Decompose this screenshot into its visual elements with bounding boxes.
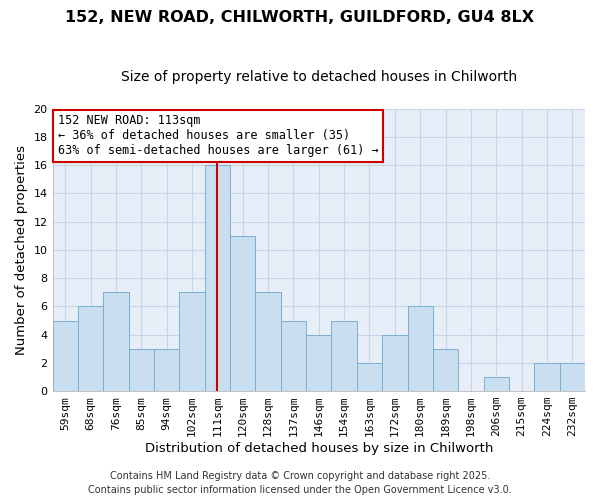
Bar xyxy=(128,348,154,391)
Text: 152 NEW ROAD: 113sqm
← 36% of detached houses are smaller (35)
63% of semi-detac: 152 NEW ROAD: 113sqm ← 36% of detached h… xyxy=(58,114,378,158)
X-axis label: Distribution of detached houses by size in Chilworth: Distribution of detached houses by size … xyxy=(145,442,493,455)
Bar xyxy=(560,363,585,391)
Bar xyxy=(306,334,331,391)
Bar xyxy=(433,348,458,391)
Bar xyxy=(78,306,103,391)
Bar xyxy=(53,320,78,391)
Bar xyxy=(205,165,230,391)
Bar xyxy=(534,363,560,391)
Y-axis label: Number of detached properties: Number of detached properties xyxy=(15,145,28,355)
Bar xyxy=(103,292,128,391)
Text: Contains HM Land Registry data © Crown copyright and database right 2025.
Contai: Contains HM Land Registry data © Crown c… xyxy=(88,471,512,495)
Bar xyxy=(484,377,509,391)
Bar xyxy=(281,320,306,391)
Bar xyxy=(179,292,205,391)
Title: Size of property relative to detached houses in Chilworth: Size of property relative to detached ho… xyxy=(121,70,517,84)
Text: 152, NEW ROAD, CHILWORTH, GUILDFORD, GU4 8LX: 152, NEW ROAD, CHILWORTH, GUILDFORD, GU4… xyxy=(65,10,535,25)
Bar xyxy=(331,320,357,391)
Bar xyxy=(230,236,256,391)
Bar xyxy=(407,306,433,391)
Bar xyxy=(357,363,382,391)
Bar xyxy=(382,334,407,391)
Bar xyxy=(256,292,281,391)
Bar xyxy=(154,348,179,391)
